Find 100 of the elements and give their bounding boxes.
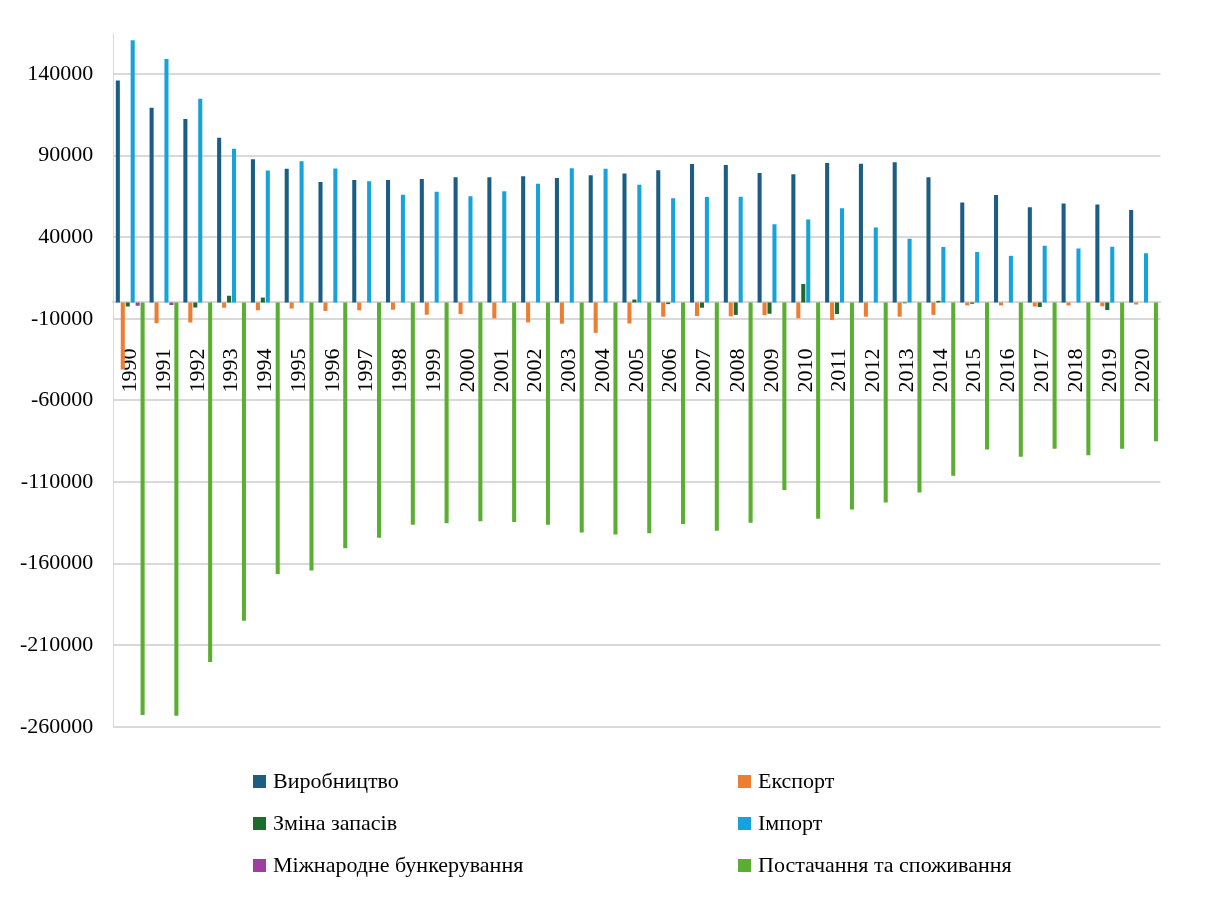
x-tick-label: 2019 <box>1095 348 1121 393</box>
bar <box>723 165 728 303</box>
bar <box>806 219 811 303</box>
x-tick-label: 2005 <box>622 348 648 393</box>
bar <box>1105 302 1110 310</box>
x-tick-label: 1997 <box>352 348 378 393</box>
bar <box>917 302 922 493</box>
legend-label: Міжнародне бункерування <box>273 852 524 878</box>
x-tick-label: 2001 <box>487 348 513 393</box>
bar <box>188 302 193 323</box>
y-tick-label: -160000 <box>20 549 94 575</box>
x-tick-label: 2018 <box>1061 348 1087 393</box>
x-tick-label: 1996 <box>318 348 344 393</box>
y-tick-label: -60000 <box>31 386 94 412</box>
bar <box>545 302 550 525</box>
x-tick-label: 2011 <box>825 348 851 392</box>
bar <box>613 302 618 535</box>
x-tick-label: 2013 <box>892 348 918 393</box>
bar <box>762 302 767 316</box>
y-tick-label: 40000 <box>38 222 94 248</box>
bar <box>434 191 439 303</box>
bar <box>377 302 382 538</box>
bar <box>198 98 203 303</box>
y-tick-label: 140000 <box>27 59 94 85</box>
y-tick-label: -260000 <box>20 712 94 738</box>
x-tick-label: 2017 <box>1027 348 1053 393</box>
bar <box>309 302 314 571</box>
bar <box>1066 302 1071 306</box>
bar <box>858 163 863 303</box>
x-tick-label: 1991 <box>149 348 175 393</box>
x-tick-label: 2012 <box>859 348 885 393</box>
bar <box>830 302 835 321</box>
x-tick-label: 2007 <box>690 348 716 393</box>
bar <box>1143 253 1149 303</box>
bar <box>299 161 304 303</box>
bar <box>1008 255 1013 303</box>
x-tick-label: 2010 <box>791 348 817 393</box>
x-tick-label: 2002 <box>521 348 547 393</box>
x-tick-label: 2008 <box>723 348 749 393</box>
bar <box>960 202 965 303</box>
bar <box>1120 302 1125 449</box>
bar <box>169 302 174 305</box>
bar <box>849 302 854 510</box>
bar <box>656 170 661 303</box>
bar <box>521 176 526 303</box>
x-tick-label: 2009 <box>757 348 783 393</box>
bar <box>579 302 584 533</box>
bar <box>681 302 686 524</box>
bar <box>873 227 878 303</box>
bar <box>289 302 294 309</box>
x-tick-label: 1999 <box>419 348 445 393</box>
bar <box>183 119 188 303</box>
bar <box>208 302 213 663</box>
x-tick-label: 2014 <box>926 348 952 393</box>
bar <box>502 191 507 303</box>
bar <box>217 137 222 303</box>
bar <box>1061 203 1066 303</box>
bar <box>265 170 270 303</box>
bar <box>588 175 593 303</box>
bar <box>1110 246 1115 303</box>
bar <box>816 302 821 519</box>
bar <box>671 198 676 303</box>
x-tick-label: 2016 <box>994 348 1020 393</box>
bar <box>284 168 289 303</box>
legend-label: Експорт <box>758 768 835 794</box>
bar <box>728 302 733 317</box>
bar <box>985 302 990 450</box>
bar <box>149 107 154 303</box>
bar <box>135 302 140 306</box>
x-tick-label: 1992 <box>183 348 209 393</box>
bar <box>1027 207 1032 303</box>
bar <box>250 159 255 303</box>
bar <box>622 173 627 303</box>
bar <box>193 302 198 308</box>
bar <box>1129 209 1134 303</box>
legend-label: Зміна запасів <box>273 810 398 836</box>
bar <box>526 302 531 323</box>
bar <box>883 302 888 503</box>
y-tick-label: -210000 <box>20 630 94 656</box>
bar <box>255 302 260 311</box>
bar <box>1153 302 1158 442</box>
bar <box>1076 248 1081 303</box>
bar <box>801 284 806 303</box>
bar <box>323 302 328 311</box>
y-tick-label: -10000 <box>31 304 94 330</box>
bar <box>424 302 429 315</box>
bar <box>352 180 357 303</box>
bar <box>1032 302 1037 307</box>
bar <box>951 302 956 476</box>
bar <box>569 168 574 303</box>
bar <box>757 173 762 303</box>
bar <box>400 194 405 303</box>
bar <box>241 302 246 621</box>
bar <box>627 302 632 324</box>
bar <box>130 40 135 303</box>
bar <box>694 302 700 317</box>
bar <box>1086 302 1091 456</box>
bar <box>535 183 541 303</box>
bar <box>386 180 391 303</box>
bar <box>941 246 946 303</box>
